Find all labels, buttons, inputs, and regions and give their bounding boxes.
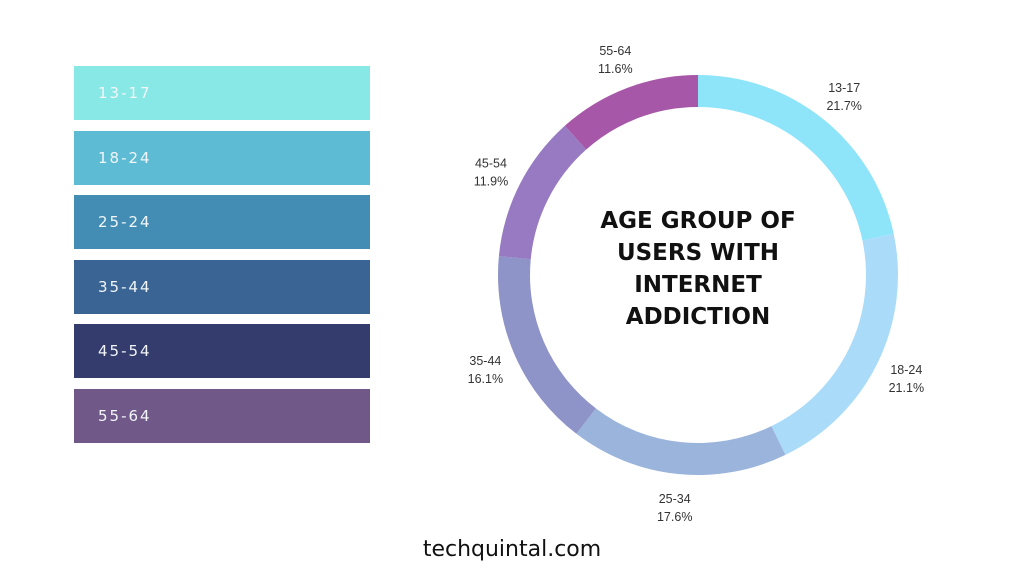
legend-label: 18-24 bbox=[98, 149, 152, 167]
chart-title: AGE GROUP OF USERS WITH INTERNET ADDICTI… bbox=[568, 205, 828, 333]
slice-category-label: 45-54 bbox=[475, 156, 507, 170]
legend-item-25-24: 25-24 bbox=[74, 195, 370, 249]
legend-item-55-64: 55-64 bbox=[74, 389, 370, 443]
slice-value-label: 11.6% bbox=[598, 62, 633, 76]
slice-category-label: 25-34 bbox=[659, 492, 691, 506]
donut-slice-55-64 bbox=[564, 75, 698, 150]
donut-slice-18-24 bbox=[771, 233, 898, 455]
legend-label: 35-44 bbox=[98, 278, 152, 296]
donut-slice-45-54 bbox=[498, 125, 587, 260]
slice-category-label: 18-24 bbox=[890, 363, 922, 377]
title-line: ADDICTION bbox=[625, 304, 771, 330]
legend-item-18-24: 18-24 bbox=[74, 131, 370, 185]
legend-label: 55-64 bbox=[98, 407, 152, 425]
slice-category-label: 55-64 bbox=[599, 44, 631, 58]
legend-label: 45-54 bbox=[98, 342, 152, 360]
title-line: AGE GROUP OF bbox=[600, 208, 796, 234]
legend-item-35-44: 35-44 bbox=[74, 260, 370, 314]
title-line: USERS WITH bbox=[616, 240, 780, 266]
title-line: INTERNET bbox=[634, 272, 762, 298]
donut-slice-13-17 bbox=[698, 75, 894, 241]
slice-value-label: 21.1% bbox=[889, 381, 924, 395]
footer-site-name: techquintal.com bbox=[422, 537, 602, 562]
legend-item-13-17: 13-17 bbox=[74, 66, 370, 120]
slice-value-label: 21.7% bbox=[826, 99, 861, 113]
slice-category-label: 35-44 bbox=[469, 354, 501, 368]
donut-slice-25-34 bbox=[576, 408, 786, 475]
slice-value-label: 11.9% bbox=[474, 174, 509, 188]
slice-value-label: 17.6% bbox=[657, 510, 692, 524]
donut-slice-35-44 bbox=[498, 256, 596, 434]
legend-item-45-54: 45-54 bbox=[74, 324, 370, 378]
slice-value-label: 16.1% bbox=[468, 372, 503, 386]
legend-label: 25-24 bbox=[98, 213, 152, 231]
legend-label: 13-17 bbox=[98, 84, 152, 102]
slice-category-label: 13-17 bbox=[828, 81, 860, 95]
